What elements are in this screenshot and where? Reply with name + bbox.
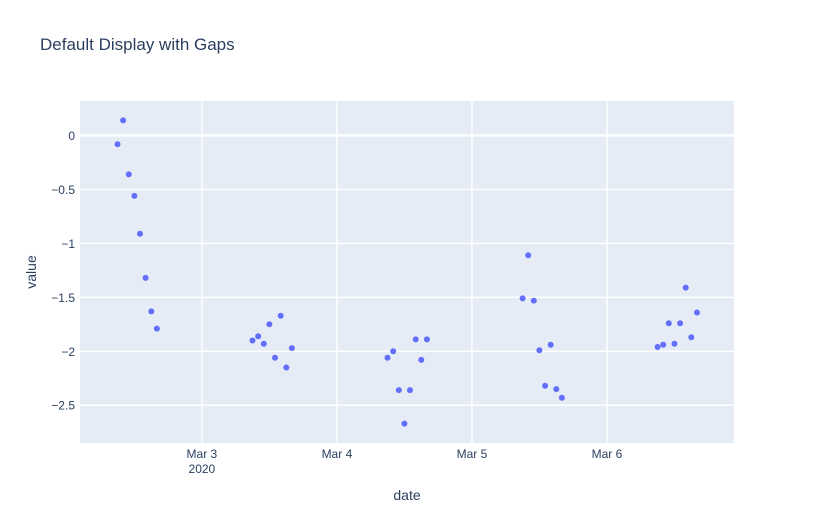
data-point[interactable] xyxy=(553,386,560,393)
plot-area[interactable] xyxy=(80,101,734,443)
data-point[interactable] xyxy=(283,364,290,371)
data-point[interactable] xyxy=(407,387,413,394)
x-axis-title: date xyxy=(393,487,421,503)
data-point[interactable] xyxy=(255,333,262,340)
data-point[interactable] xyxy=(418,356,425,363)
data-point[interactable] xyxy=(153,325,160,332)
data-point[interactable] xyxy=(682,284,689,291)
x-tick-sublabel: 2020 xyxy=(189,462,216,476)
data-point[interactable] xyxy=(542,382,549,389)
data-point[interactable] xyxy=(558,394,565,401)
data-point[interactable] xyxy=(423,336,430,343)
chart-title: Default Display with Gaps xyxy=(40,35,235,54)
data-point[interactable] xyxy=(536,347,543,354)
data-point[interactable] xyxy=(525,252,532,259)
data-point[interactable] xyxy=(114,141,121,148)
data-point[interactable] xyxy=(384,354,391,361)
data-point[interactable] xyxy=(547,341,554,348)
data-point[interactable] xyxy=(260,340,267,347)
data-point[interactable] xyxy=(401,420,408,427)
y-axis-title: value xyxy=(23,255,39,289)
data-point[interactable] xyxy=(390,348,397,355)
x-tick-label: Mar 3 xyxy=(187,447,218,461)
data-point[interactable] xyxy=(665,320,672,327)
data-point[interactable] xyxy=(530,297,537,304)
data-point[interactable] xyxy=(688,334,695,341)
data-point[interactable] xyxy=(266,321,273,328)
y-tick-label: 0 xyxy=(68,129,75,143)
x-tick-label: Mar 6 xyxy=(592,447,623,461)
data-point[interactable] xyxy=(671,340,678,347)
data-point[interactable] xyxy=(142,274,149,281)
data-point[interactable] xyxy=(412,336,419,343)
x-tick-label: Mar 5 xyxy=(457,447,488,461)
data-point[interactable] xyxy=(654,344,661,350)
y-tick-label: −2.5 xyxy=(51,399,75,413)
data-point[interactable] xyxy=(395,387,402,394)
data-point[interactable] xyxy=(288,345,295,352)
y-tick-label: −2 xyxy=(61,345,75,359)
data-point[interactable] xyxy=(249,337,256,344)
data-point[interactable] xyxy=(277,312,284,319)
data-point[interactable] xyxy=(272,354,278,361)
data-point[interactable] xyxy=(125,171,132,178)
y-tick-label: −1.5 xyxy=(51,291,75,305)
y-tick-label: −1 xyxy=(61,237,75,251)
data-point[interactable] xyxy=(131,192,138,199)
y-tick-label: −0.5 xyxy=(51,183,75,197)
data-point[interactable] xyxy=(694,309,700,316)
data-point[interactable] xyxy=(137,230,143,237)
data-point[interactable] xyxy=(660,341,667,348)
x-tick-label: Mar 4 xyxy=(322,447,353,461)
data-point[interactable] xyxy=(120,117,127,124)
data-point[interactable] xyxy=(519,295,526,302)
data-point[interactable] xyxy=(148,308,155,315)
data-point[interactable] xyxy=(677,320,684,327)
